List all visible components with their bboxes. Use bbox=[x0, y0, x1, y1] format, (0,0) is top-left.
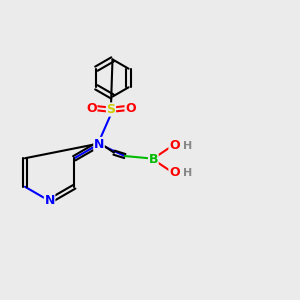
Text: H: H bbox=[183, 140, 192, 151]
Text: O: O bbox=[169, 139, 180, 152]
Text: N: N bbox=[94, 137, 104, 151]
Text: S: S bbox=[106, 103, 116, 116]
Text: N: N bbox=[44, 194, 55, 208]
Text: O: O bbox=[125, 101, 136, 115]
Text: O: O bbox=[86, 101, 97, 115]
Text: H: H bbox=[183, 167, 192, 178]
Text: B: B bbox=[148, 152, 158, 166]
Text: O: O bbox=[169, 166, 180, 179]
